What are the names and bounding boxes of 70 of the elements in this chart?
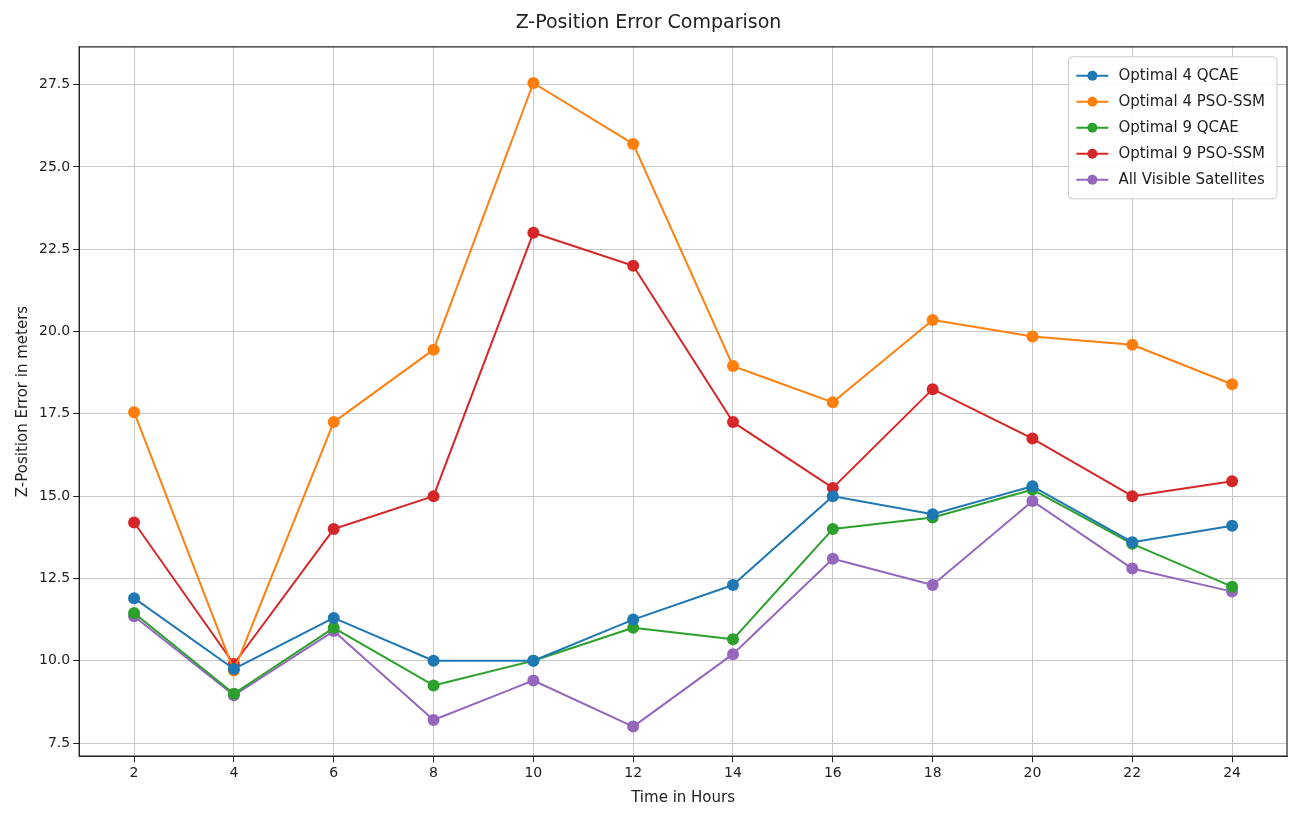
y-tick-label: 22.5 bbox=[39, 239, 71, 256]
x-tick-label: 18 bbox=[923, 764, 942, 781]
point bbox=[727, 579, 739, 592]
x-tick-label: 22 bbox=[1123, 764, 1142, 781]
point bbox=[826, 490, 839, 503]
point bbox=[727, 648, 739, 661]
legend-label: Optimal 4 QCAE bbox=[1118, 65, 1239, 84]
x-axis-title: Time in Hours bbox=[630, 787, 736, 806]
chart-title: Z-Position Error Comparison bbox=[515, 10, 782, 33]
y-tick-label: 27.5 bbox=[39, 75, 71, 92]
point bbox=[1126, 490, 1139, 503]
point bbox=[1026, 495, 1039, 508]
point bbox=[727, 416, 739, 429]
point bbox=[1126, 562, 1139, 575]
point bbox=[727, 360, 739, 373]
point bbox=[427, 679, 440, 692]
point bbox=[727, 633, 739, 646]
point bbox=[327, 523, 340, 536]
x-tick-label: 24 bbox=[1223, 764, 1242, 781]
point bbox=[926, 579, 939, 592]
point bbox=[1226, 475, 1239, 488]
y-axis-title: Z-Position Error in meters bbox=[12, 305, 31, 498]
x-tick-label: 6 bbox=[329, 764, 339, 781]
legend-label: Optimal 4 PSO-SSM bbox=[1118, 91, 1266, 110]
point bbox=[1026, 330, 1039, 343]
y-tick-label: 17.5 bbox=[39, 404, 71, 421]
point bbox=[128, 592, 141, 605]
point bbox=[1226, 519, 1239, 532]
legend-label: Optimal 9 QCAE bbox=[1118, 117, 1239, 136]
point bbox=[926, 314, 939, 327]
point bbox=[627, 720, 640, 733]
point bbox=[826, 523, 839, 536]
y-tick-label: 10.0 bbox=[39, 651, 71, 668]
point bbox=[527, 226, 540, 239]
y-tick-label: 12.5 bbox=[39, 569, 71, 586]
point bbox=[427, 343, 440, 356]
x-tick-label: 2 bbox=[129, 764, 139, 781]
x-tick-label: 4 bbox=[229, 764, 239, 781]
point bbox=[826, 396, 839, 409]
point bbox=[1226, 580, 1239, 593]
y-tick-label: 25.0 bbox=[39, 157, 71, 174]
point bbox=[128, 607, 141, 619]
point bbox=[527, 674, 540, 687]
point bbox=[1126, 338, 1139, 351]
point bbox=[926, 383, 939, 396]
point bbox=[1226, 378, 1239, 391]
point bbox=[128, 516, 141, 529]
point bbox=[627, 259, 640, 272]
y-tick-label: 20.0 bbox=[39, 322, 71, 339]
legend-label: Optimal 9 PSO-SSM bbox=[1118, 143, 1266, 162]
y-tick-label: 7.5 bbox=[47, 733, 71, 750]
x-tick-label: 12 bbox=[624, 764, 643, 781]
point bbox=[427, 490, 440, 503]
y-tick-label: 15.0 bbox=[39, 486, 71, 503]
point bbox=[427, 713, 440, 726]
point bbox=[627, 137, 640, 150]
x-tick-label: 14 bbox=[724, 764, 742, 781]
point bbox=[128, 406, 141, 419]
point bbox=[327, 416, 340, 429]
x-tick-label: 8 bbox=[429, 764, 438, 781]
point bbox=[1026, 432, 1039, 445]
legend-label: All Visible Satellites bbox=[1118, 169, 1265, 188]
x-tick-label: 20 bbox=[1023, 764, 1042, 781]
point bbox=[327, 611, 340, 624]
point bbox=[826, 552, 839, 565]
point bbox=[627, 613, 640, 626]
point bbox=[427, 654, 440, 667]
x-tick-label: 16 bbox=[823, 764, 842, 781]
x-tick-label: 10 bbox=[524, 764, 543, 781]
point bbox=[527, 77, 540, 90]
